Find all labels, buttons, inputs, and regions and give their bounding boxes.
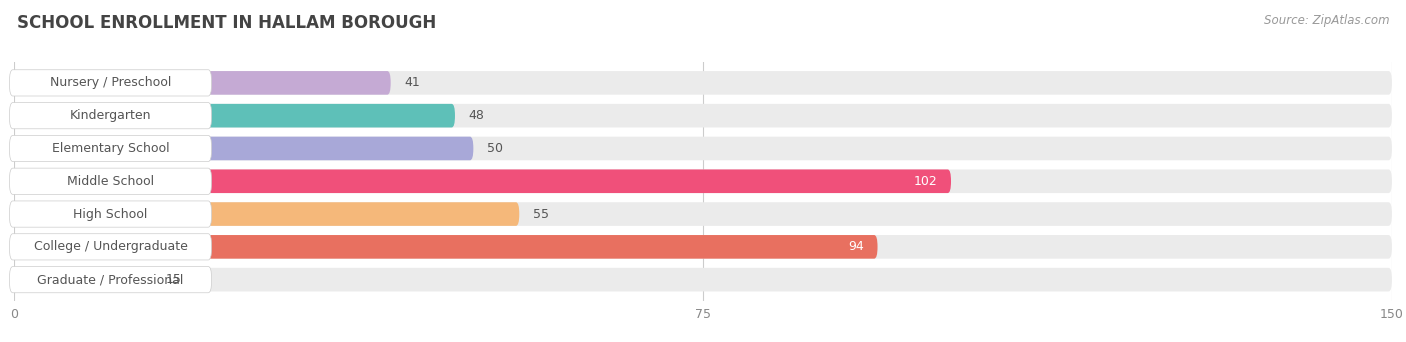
FancyBboxPatch shape [14,104,1392,128]
Text: 94: 94 [848,240,863,253]
FancyBboxPatch shape [14,169,1392,193]
FancyBboxPatch shape [14,169,950,193]
Text: College / Undergraduate: College / Undergraduate [34,240,187,253]
FancyBboxPatch shape [14,104,456,128]
FancyBboxPatch shape [10,135,211,161]
FancyBboxPatch shape [14,71,391,95]
FancyBboxPatch shape [10,168,211,194]
Text: 15: 15 [166,273,181,286]
FancyBboxPatch shape [14,202,519,226]
FancyBboxPatch shape [14,137,474,160]
Text: 50: 50 [486,142,503,155]
Text: 41: 41 [405,76,420,89]
FancyBboxPatch shape [14,202,1392,226]
FancyBboxPatch shape [10,234,211,260]
Text: Elementary School: Elementary School [52,142,169,155]
Text: Graduate / Professional: Graduate / Professional [38,273,184,286]
Text: Middle School: Middle School [67,175,155,188]
FancyBboxPatch shape [14,235,1392,259]
Text: Nursery / Preschool: Nursery / Preschool [49,76,172,89]
Text: Source: ZipAtlas.com: Source: ZipAtlas.com [1264,14,1389,27]
FancyBboxPatch shape [14,268,152,291]
FancyBboxPatch shape [14,268,1392,291]
FancyBboxPatch shape [14,235,877,259]
FancyBboxPatch shape [10,103,211,129]
FancyBboxPatch shape [14,137,1392,160]
Text: 55: 55 [533,208,550,221]
FancyBboxPatch shape [10,201,211,227]
FancyBboxPatch shape [10,70,211,96]
Text: SCHOOL ENROLLMENT IN HALLAM BOROUGH: SCHOOL ENROLLMENT IN HALLAM BOROUGH [17,14,436,32]
FancyBboxPatch shape [14,71,1392,95]
Text: High School: High School [73,208,148,221]
FancyBboxPatch shape [10,266,211,293]
Text: 48: 48 [468,109,485,122]
Text: Kindergarten: Kindergarten [70,109,152,122]
Text: 102: 102 [914,175,938,188]
